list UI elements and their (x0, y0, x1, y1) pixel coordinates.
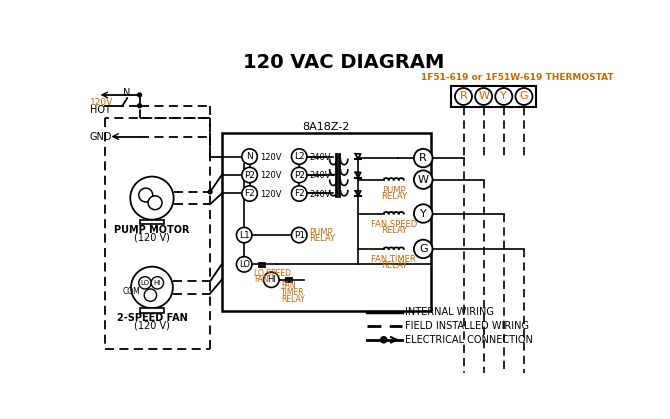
Text: N: N (247, 152, 253, 161)
Circle shape (291, 186, 307, 201)
Circle shape (148, 196, 162, 210)
Text: 2-SPEED FAN: 2-SPEED FAN (117, 313, 188, 323)
Text: FAN SPEED: FAN SPEED (371, 220, 417, 229)
Bar (140, 220, 163, 224)
Circle shape (237, 257, 252, 272)
Circle shape (139, 188, 153, 202)
Text: 240V: 240V (310, 190, 331, 199)
Text: W: W (478, 91, 489, 101)
Text: R: R (419, 153, 427, 163)
Circle shape (455, 88, 472, 105)
Text: HOT: HOT (90, 105, 111, 115)
Bar (140, 308, 163, 313)
Text: N: N (123, 88, 130, 98)
Text: 240V: 240V (310, 171, 331, 180)
Circle shape (242, 149, 257, 164)
Text: L2: L2 (294, 152, 304, 161)
Text: R: R (460, 91, 468, 101)
Text: PUMP: PUMP (382, 186, 405, 195)
Text: RELAY: RELAY (281, 295, 305, 304)
Text: (120 V): (120 V) (134, 321, 170, 331)
Text: FAN: FAN (281, 282, 296, 290)
Circle shape (291, 228, 307, 243)
Circle shape (242, 167, 257, 183)
Text: RELAY: RELAY (381, 261, 407, 270)
Text: FAN: FAN (254, 275, 269, 284)
Text: F2: F2 (245, 189, 255, 198)
Text: Y: Y (500, 91, 507, 101)
Text: ELECTRICAL CONNECTION: ELECTRICAL CONNECTION (405, 335, 533, 345)
Text: PUMP MOTOR: PUMP MOTOR (114, 225, 190, 235)
Circle shape (237, 228, 252, 243)
Circle shape (291, 149, 307, 164)
Circle shape (515, 88, 533, 105)
Text: TIMER: TIMER (281, 288, 305, 297)
Text: F2: F2 (294, 189, 305, 198)
Bar (451, 86, 537, 107)
Circle shape (414, 240, 433, 258)
Bar (222, 133, 431, 310)
Text: RELAY: RELAY (381, 192, 407, 201)
Text: 8A18Z-2: 8A18Z-2 (303, 122, 350, 132)
Circle shape (130, 176, 174, 220)
Text: G: G (520, 91, 528, 101)
Circle shape (151, 277, 163, 289)
Circle shape (131, 266, 173, 308)
Text: 120V: 120V (260, 190, 281, 199)
Circle shape (137, 93, 141, 97)
Text: LO: LO (141, 280, 149, 286)
Text: P2: P2 (244, 171, 255, 179)
Text: G: G (419, 244, 427, 254)
Circle shape (139, 277, 151, 289)
Circle shape (242, 186, 257, 201)
Text: FIELD INSTALLED WIRING: FIELD INSTALLED WIRING (405, 321, 529, 331)
Text: LO SPEED: LO SPEED (254, 269, 291, 278)
Text: FAN TIMER: FAN TIMER (371, 255, 416, 264)
Circle shape (291, 167, 307, 183)
Text: PUMP: PUMP (310, 228, 333, 236)
Text: RELAY: RELAY (381, 226, 407, 235)
Text: 1F51-619 or 1F51W-619 THERMOSTAT: 1F51-619 or 1F51W-619 THERMOSTAT (421, 73, 614, 82)
Circle shape (414, 171, 433, 189)
Circle shape (208, 190, 212, 194)
Circle shape (137, 104, 141, 108)
Circle shape (475, 88, 492, 105)
Circle shape (381, 337, 387, 343)
Text: GND: GND (90, 132, 113, 142)
Text: 120V: 120V (260, 153, 281, 162)
Circle shape (144, 289, 157, 301)
Text: 240V: 240V (310, 153, 331, 162)
Text: W: W (417, 175, 429, 185)
Text: HI: HI (153, 280, 161, 286)
Text: 120V: 120V (260, 171, 281, 180)
Text: INTERNAL WIRING: INTERNAL WIRING (405, 307, 494, 317)
Text: COM: COM (123, 287, 140, 296)
Text: Y: Y (420, 209, 427, 219)
Text: RELAY: RELAY (310, 234, 336, 243)
Text: L1: L1 (239, 230, 249, 240)
Circle shape (414, 149, 433, 167)
Text: 120 VAC DIAGRAM: 120 VAC DIAGRAM (243, 53, 444, 72)
Circle shape (263, 272, 279, 287)
Text: (120 V): (120 V) (134, 233, 170, 242)
Text: P2: P2 (293, 171, 305, 179)
Text: HI: HI (267, 275, 276, 284)
Text: P1: P1 (293, 230, 305, 240)
Text: LO: LO (239, 260, 250, 269)
Circle shape (414, 204, 433, 223)
Circle shape (495, 88, 513, 105)
Text: 120V: 120V (90, 98, 113, 107)
